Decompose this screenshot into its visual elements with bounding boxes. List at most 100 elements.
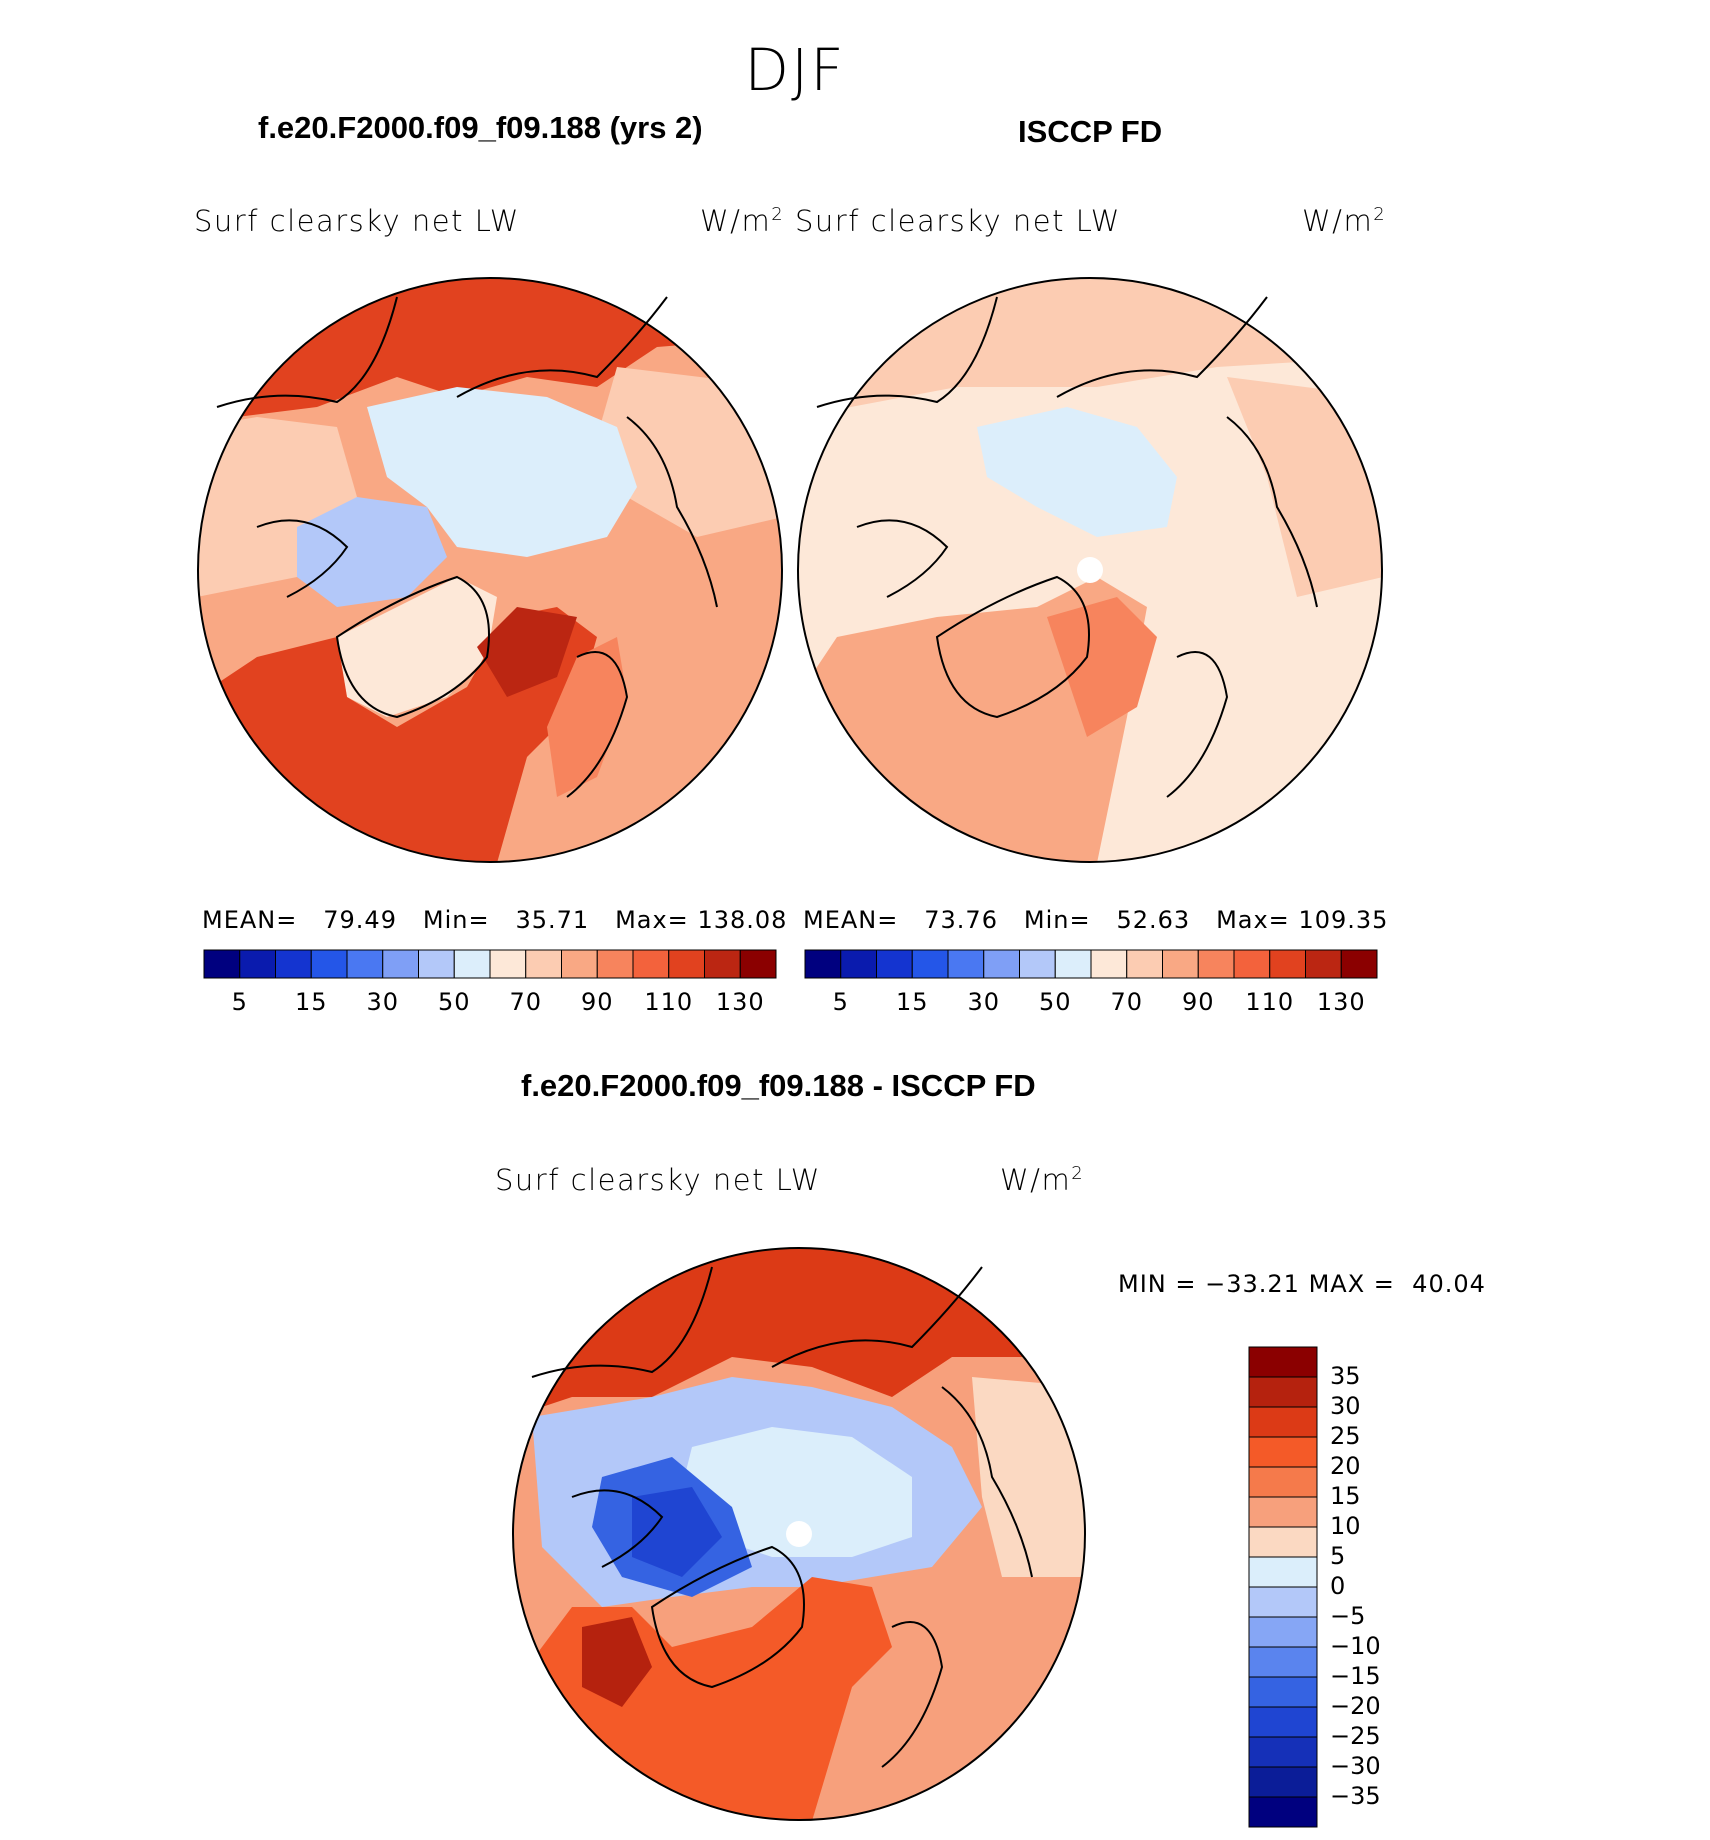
colorbar-1-ticks: 5 15 30 50 70 90 110 130 — [204, 988, 776, 1018]
colorbar-diff-swatch-9 — [1248, 1616, 1318, 1648]
colorbar-diff-swatch-6 — [1248, 1526, 1318, 1558]
colorbar-diff-swatch-7 — [1248, 1556, 1318, 1588]
diff-stats: MIN = −33.21 MAX = 40.04 — [1118, 1270, 1486, 1298]
panel-1-variable: Surf clearsky net LW — [194, 204, 520, 238]
diff-eurasia-mild — [972, 1377, 1085, 1577]
colorbar-1-swatch-14 — [704, 949, 741, 979]
colorbar-2-swatch-7 — [1054, 949, 1092, 979]
diff-pacific-warm — [513, 1248, 1085, 1417]
colorbar-2-tick-label: 50 — [1038, 988, 1072, 1016]
map-1-norwegian-hot — [477, 607, 577, 697]
colorbar-diff-swatch-14 — [1248, 1766, 1318, 1798]
colorbar-diff-tick-label: 20 — [1330, 1452, 1361, 1480]
diff-inner-near-zero — [682, 1427, 912, 1557]
colorbar-diff-tick-label: −10 — [1330, 1632, 1381, 1660]
colorbar-diff — [1248, 1346, 1318, 1828]
colorbar-1-tick-label: 90 — [580, 988, 614, 1016]
colorbar-diff-tick-label: −20 — [1330, 1692, 1381, 1720]
colorbar-1-tick-label: 130 — [715, 988, 765, 1016]
colorbar-2-swatch-11 — [1197, 949, 1235, 979]
colorbar-diff-tick-label: 35 — [1330, 1362, 1361, 1390]
diff-coastlines — [531, 1266, 1033, 1768]
colorbar-diff-tick-label: −30 — [1330, 1752, 1381, 1780]
panel-2-stats: MEAN= 73.76 Min= 52.63 Max= 109.35 — [803, 906, 1389, 934]
colorbar-diff-tick-label: 15 — [1330, 1482, 1361, 1510]
panel-2-title: ISCCP FD — [1018, 114, 1163, 149]
colorbar-2-swatch-1 — [840, 949, 877, 979]
colorbar-diff-tick-label: −25 — [1330, 1722, 1381, 1750]
colorbar-diff-tick-label: 25 — [1330, 1422, 1361, 1450]
colorbar-diff-swatch-10 — [1248, 1646, 1318, 1678]
colorbar-diff-tick-label: 10 — [1330, 1512, 1361, 1540]
colorbar-1-tick-label: 70 — [509, 988, 543, 1016]
colorbar-2-tick-label: 130 — [1316, 988, 1366, 1016]
colorbar-1-swatch-2 — [275, 949, 312, 979]
colorbar-panel-1 — [203, 949, 777, 979]
map-2-outline — [797, 277, 1383, 863]
panel-1-stats: MEAN= 79.49 Min= 35.71 Max= 138.08 — [202, 906, 788, 934]
colorbar-1-tick-label: 5 — [231, 988, 248, 1016]
colorbar-1-swatch-12 — [632, 949, 670, 979]
colorbar-2-swatch-3 — [911, 949, 949, 979]
colorbar-1-tick-label: 50 — [437, 988, 471, 1016]
panel-2-units: W/m2 — [1302, 204, 1387, 238]
colorbar-1-swatch-3 — [310, 949, 348, 979]
colorbar-2-tick-label: 70 — [1110, 988, 1144, 1016]
colorbar-1-swatch-11 — [596, 949, 634, 979]
map-2-eurasia — [1227, 377, 1382, 597]
colorbar-2-swatch-8 — [1090, 949, 1128, 979]
colorbar-1-tick-label: 30 — [366, 988, 400, 1016]
colorbar-diff-swatch-11 — [1248, 1676, 1318, 1708]
map-panel-2 — [797, 277, 1383, 863]
colorbar-2-swatch-5 — [983, 949, 1020, 979]
colorbar-1-swatch-1 — [239, 949, 276, 979]
colorbar-2-swatch-10 — [1162, 949, 1199, 979]
map-panel-1 — [197, 277, 783, 863]
colorbar-diff-tick-label: 0 — [1330, 1572, 1346, 1600]
colorbar-diff-ticks: 35 30 25 20 15 10 5 0 −5 −10 −15 −20 −25 −30 −35 — [1330, 1347, 1450, 1827]
diff-outline — [512, 1247, 1086, 1821]
colorbar-diff-tick-label: −15 — [1330, 1662, 1381, 1690]
colorbar-2-swatch-12 — [1233, 949, 1271, 979]
colorbar-1-tick-label: 15 — [294, 988, 328, 1016]
colorbar-1-swatch-15 — [739, 949, 777, 979]
map-1-greenland — [337, 577, 497, 717]
colorbar-2-swatch-9 — [1126, 949, 1163, 979]
colorbar-2-swatch-0 — [804, 949, 842, 979]
map-1-arctic-cold — [367, 387, 637, 557]
colorbar-2-tick-label: 30 — [967, 988, 1001, 1016]
map-1-archipelago-cold — [297, 497, 447, 607]
colorbar-1-swatch-13 — [668, 949, 705, 979]
colorbar-diff-tick-label: 5 — [1330, 1542, 1346, 1570]
colorbar-2-swatch-15 — [1340, 949, 1378, 979]
diff-variable: Surf clearsky net LW — [495, 1163, 821, 1197]
colorbar-diff-swatch-4 — [1248, 1466, 1318, 1498]
colorbar-2-swatch-2 — [876, 949, 913, 979]
map-1-canada-mild — [198, 417, 357, 597]
colorbar-2-swatch-4 — [947, 949, 985, 979]
diff-pole-hole — [786, 1521, 812, 1547]
colorbar-1-swatch-4 — [346, 949, 384, 979]
colorbar-diff-swatch-3 — [1248, 1436, 1318, 1468]
diff-units: W/m2 — [1000, 1163, 1085, 1197]
map-1-scandinavia — [547, 637, 627, 797]
colorbar-diff-tick-label: −5 — [1330, 1602, 1366, 1630]
colorbar-diff-swatch-5 — [1248, 1496, 1318, 1528]
colorbar-diff-tick-label: 30 — [1330, 1392, 1361, 1420]
panel-1-title: f.e20.F2000.f09_f09.188 (yrs 2) — [258, 110, 703, 145]
colorbar-1-swatch-0 — [203, 949, 241, 979]
colorbar-2-tick-label: 90 — [1181, 988, 1215, 1016]
colorbar-panel-2 — [804, 949, 1378, 979]
colorbar-1-swatch-7 — [453, 949, 491, 979]
map-1-outline — [197, 277, 783, 863]
map-2-norwegian — [1047, 597, 1157, 737]
colorbar-2-ticks: 5 15 30 50 70 90 110 130 — [805, 988, 1377, 1018]
colorbar-2-swatch-13 — [1269, 949, 1306, 979]
colorbar-2-tick-label: 110 — [1245, 988, 1295, 1016]
colorbar-2-swatch-6 — [1019, 949, 1056, 979]
diff-title: f.e20.F2000.f09_f09.188 - ISCCP FD — [521, 1068, 1036, 1103]
colorbar-2-tick-label: 15 — [895, 988, 929, 1016]
map-2-arctic-cold — [977, 407, 1177, 537]
colorbar-2-tick-label: 5 — [832, 988, 849, 1016]
colorbar-1-swatch-10 — [561, 949, 598, 979]
